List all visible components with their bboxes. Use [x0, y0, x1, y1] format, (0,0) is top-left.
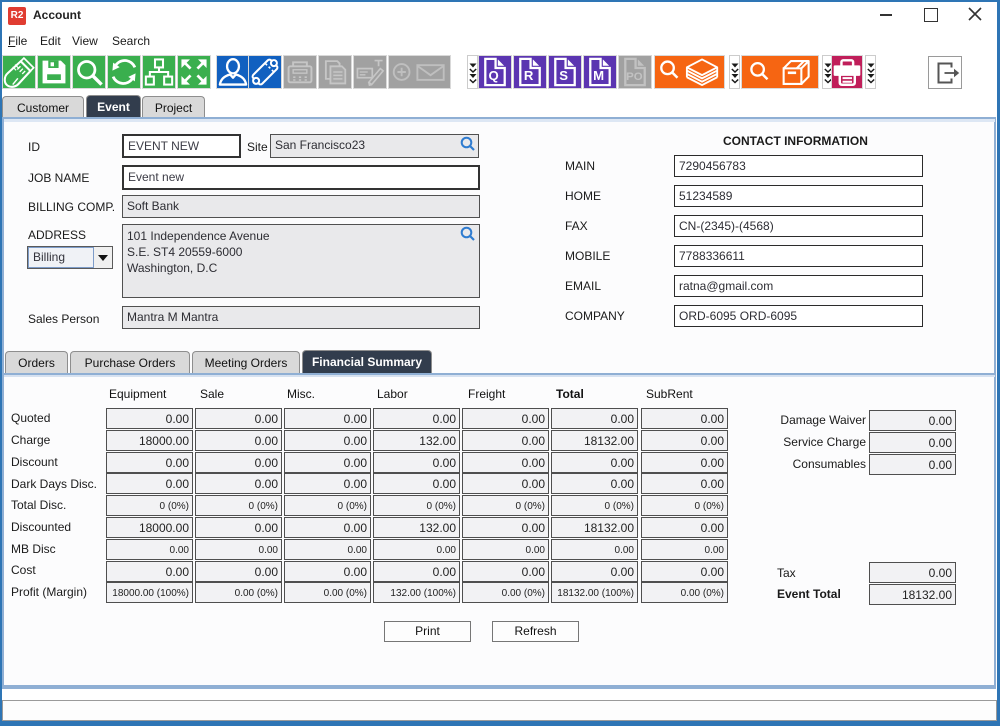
svg-text:S: S — [559, 68, 568, 83]
svg-text:PO: PO — [626, 71, 643, 83]
svg-text:Q: Q — [489, 68, 499, 83]
svg-text:R: R — [524, 68, 534, 83]
svg-text:M: M — [593, 68, 604, 83]
